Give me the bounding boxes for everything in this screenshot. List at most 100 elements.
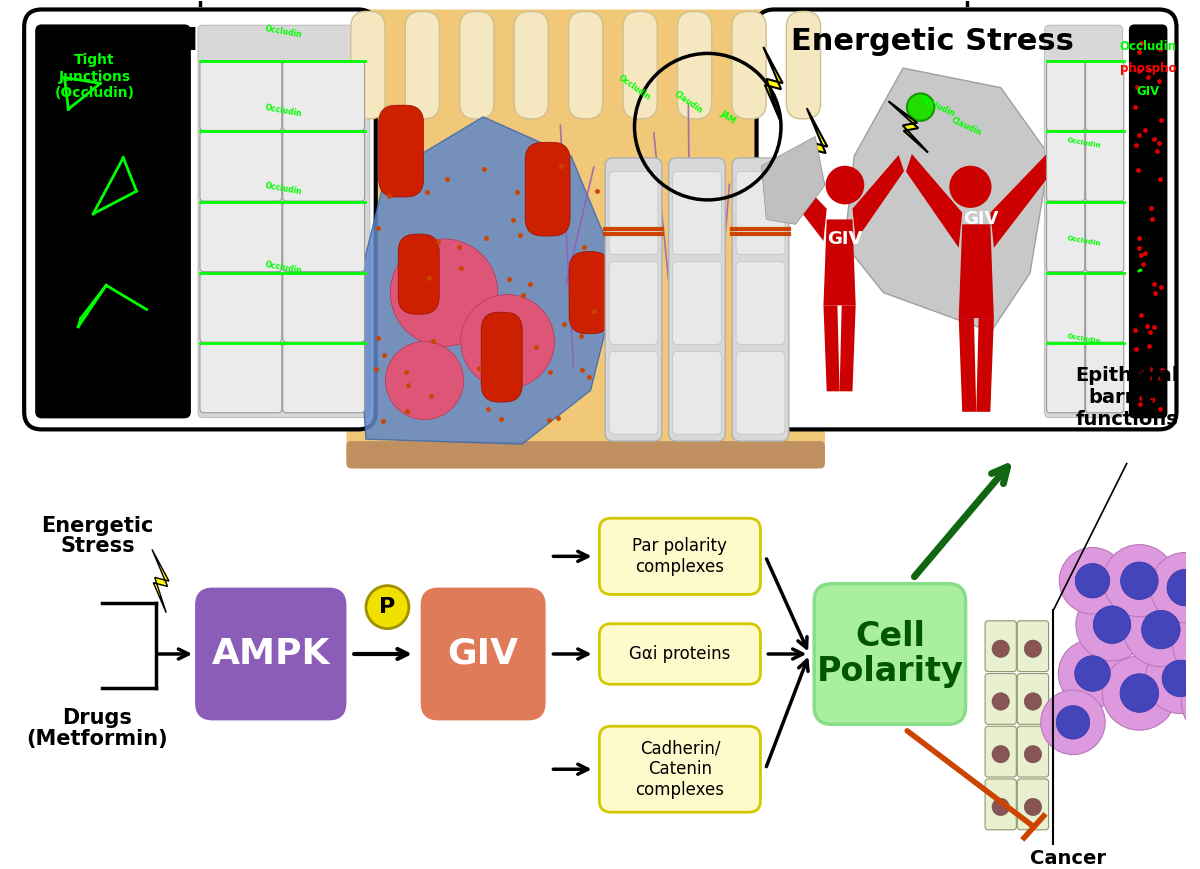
FancyBboxPatch shape [1086,131,1123,201]
Polygon shape [806,109,827,185]
FancyBboxPatch shape [1129,25,1166,418]
Text: Drugs
(Metformin): Drugs (Metformin) [26,707,168,748]
Text: phospho: phospho [1120,63,1176,76]
FancyBboxPatch shape [814,584,966,724]
Text: Occludin: Occludin [1120,40,1177,53]
FancyBboxPatch shape [1018,726,1049,777]
Circle shape [1075,656,1110,692]
Text: Epithelial
barrier
functions: Epithelial barrier functions [1075,367,1178,429]
FancyBboxPatch shape [1046,343,1085,413]
Circle shape [1024,746,1042,763]
FancyBboxPatch shape [1046,131,1085,201]
Circle shape [1150,553,1200,623]
Text: Normal: Normal [74,27,198,56]
Circle shape [1145,643,1200,713]
Polygon shape [823,305,840,391]
Circle shape [1190,556,1200,625]
Text: Claudin: Claudin [672,90,704,116]
Text: Tight
Junctions
(Occludin): Tight Junctions (Occludin) [54,53,134,100]
Polygon shape [763,47,782,119]
FancyBboxPatch shape [985,673,1016,724]
Text: Occludin: Occludin [265,103,304,118]
FancyBboxPatch shape [514,11,548,119]
FancyBboxPatch shape [36,25,190,418]
Text: AMPK: AMPK [211,637,330,671]
FancyBboxPatch shape [736,262,785,344]
FancyBboxPatch shape [985,779,1016,830]
FancyBboxPatch shape [668,158,725,441]
FancyBboxPatch shape [24,10,376,429]
FancyBboxPatch shape [569,252,610,334]
Polygon shape [852,155,904,241]
Polygon shape [356,117,620,444]
Polygon shape [888,101,928,153]
FancyBboxPatch shape [1018,779,1049,830]
Polygon shape [769,155,827,241]
FancyBboxPatch shape [347,441,824,468]
FancyBboxPatch shape [1086,343,1123,413]
FancyBboxPatch shape [200,61,282,130]
FancyBboxPatch shape [460,11,494,119]
FancyBboxPatch shape [1018,620,1049,672]
Text: Energetic
Stress: Energetic Stress [41,515,154,556]
Circle shape [1120,673,1159,713]
FancyBboxPatch shape [1086,273,1123,342]
Text: GIV: GIV [827,230,862,248]
Circle shape [1058,640,1127,707]
FancyBboxPatch shape [672,262,721,344]
Text: Occludin: Occludin [265,24,304,40]
Polygon shape [959,318,977,412]
Text: Cell
Polarity: Cell Polarity [816,620,964,688]
Circle shape [1024,798,1042,816]
FancyBboxPatch shape [283,273,365,342]
FancyBboxPatch shape [200,202,282,272]
FancyBboxPatch shape [198,25,370,418]
Circle shape [1075,563,1110,598]
Text: Occludin: Occludin [1067,137,1102,149]
FancyBboxPatch shape [1086,202,1123,272]
Polygon shape [977,318,994,412]
FancyBboxPatch shape [398,234,439,315]
Circle shape [1093,606,1130,643]
Circle shape [826,166,864,204]
Circle shape [992,640,1009,658]
Polygon shape [152,549,169,613]
Circle shape [1024,693,1042,710]
Text: Claudin: Claudin [950,116,983,137]
FancyBboxPatch shape [599,624,761,684]
Circle shape [366,586,409,628]
FancyBboxPatch shape [196,587,347,720]
Text: GIV: GIV [964,210,998,229]
FancyBboxPatch shape [672,171,721,255]
FancyBboxPatch shape [1046,202,1085,272]
FancyBboxPatch shape [1045,25,1123,418]
FancyBboxPatch shape [610,351,658,434]
Circle shape [1189,626,1200,662]
Text: Cancer: Cancer [1030,849,1106,868]
Circle shape [1166,569,1200,606]
Text: Cadherin/
Catenin
complexes: Cadherin/ Catenin complexes [636,740,725,799]
Text: JAM: JAM [718,109,737,125]
FancyBboxPatch shape [200,273,282,342]
FancyBboxPatch shape [736,351,785,434]
Circle shape [1040,690,1105,754]
FancyBboxPatch shape [379,105,424,197]
Circle shape [907,94,935,121]
FancyBboxPatch shape [283,343,365,413]
FancyBboxPatch shape [1046,273,1085,342]
FancyBboxPatch shape [736,171,785,255]
FancyBboxPatch shape [200,131,282,201]
Text: P: P [379,597,396,617]
Text: Occludin: Occludin [1067,333,1102,345]
Circle shape [461,295,554,388]
Text: GIV: GIV [1136,84,1159,97]
Circle shape [1141,610,1180,649]
Circle shape [992,798,1009,816]
Text: Energetic Stress: Energetic Stress [792,27,1074,56]
Circle shape [390,239,498,347]
Circle shape [1172,609,1200,680]
Polygon shape [762,136,824,224]
Text: Occludin: Occludin [1067,235,1102,247]
Circle shape [949,166,991,208]
FancyBboxPatch shape [623,11,658,119]
